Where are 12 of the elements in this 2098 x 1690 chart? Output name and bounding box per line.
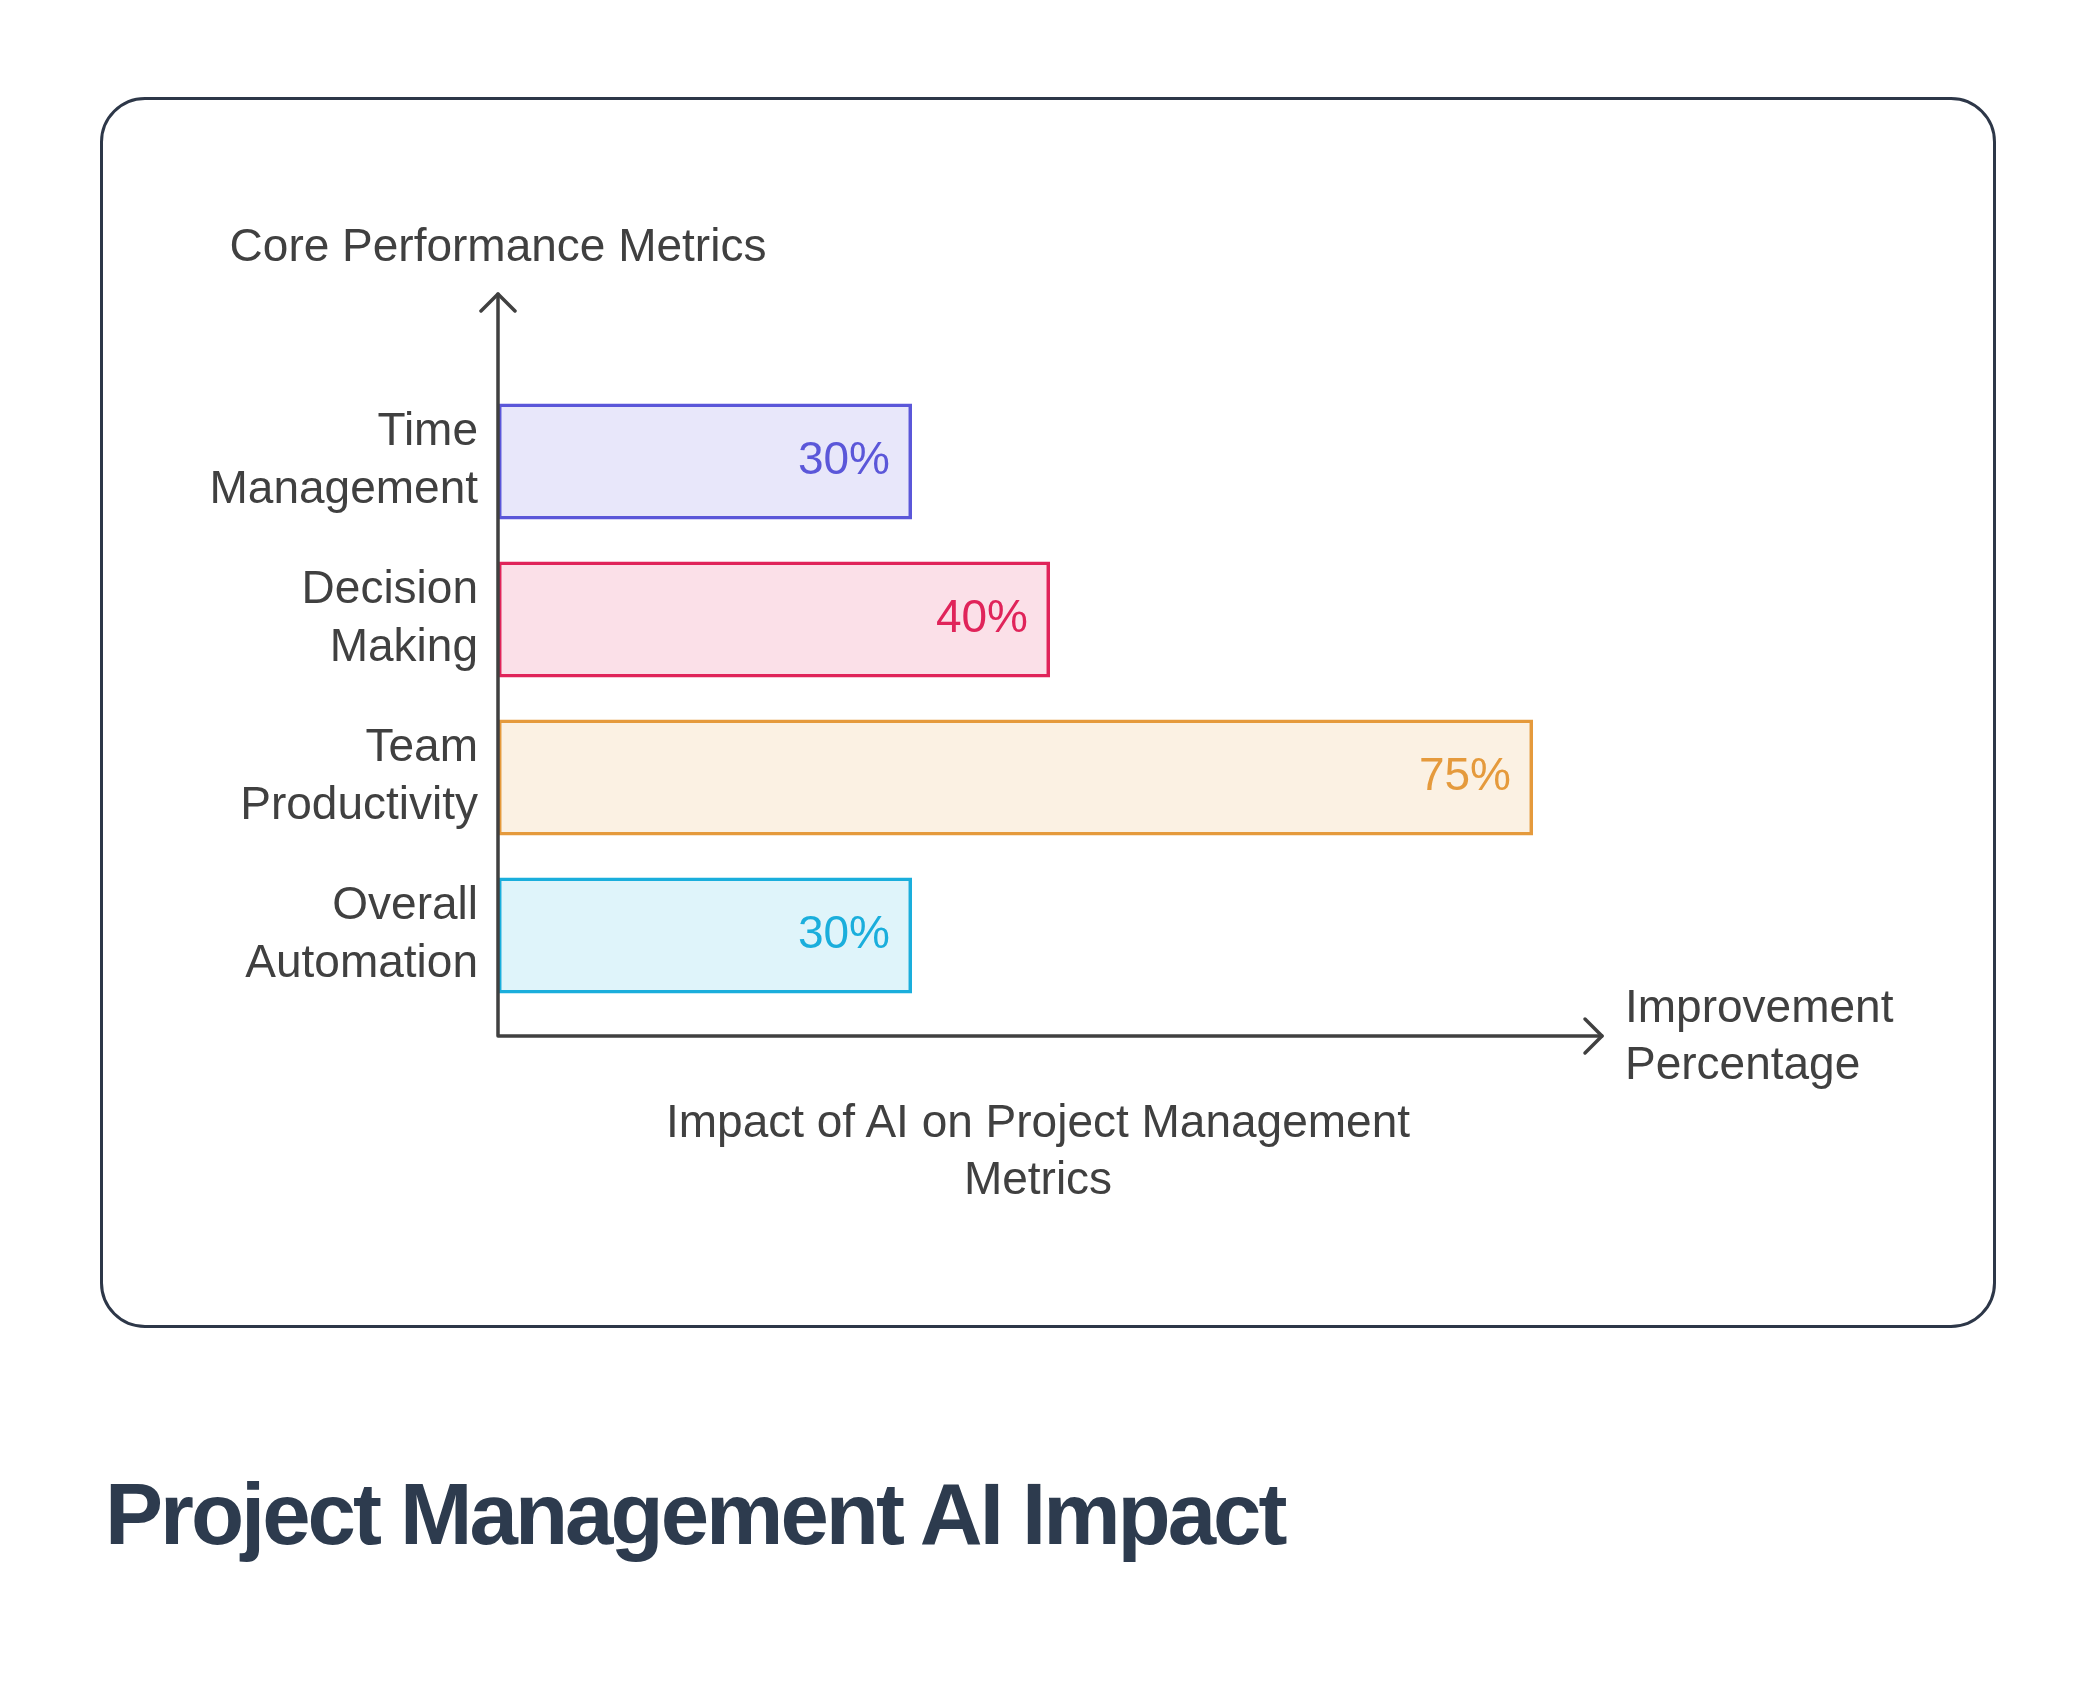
y-axis-title: Core Performance Metrics — [229, 218, 767, 273]
y-tick-label: Time Management — [209, 402, 479, 514]
data-label: 30% — [797, 432, 890, 485]
y-tick-label: Overall Automation — [245, 876, 478, 988]
text: Impact of AI on Project Management Metrics — [664, 1094, 1412, 1206]
data-label: 30% — [797, 906, 890, 959]
data-label: 40% — [935, 590, 1028, 643]
y-tick-label: Decision Making — [301, 560, 478, 672]
text: Project Management AI Impact — [105, 1464, 1285, 1564]
y-tick-label: Team Productivity — [240, 718, 478, 830]
data-label: 75% — [1418, 748, 1511, 801]
x-axis-title: Improvement Percentage — [1625, 979, 1895, 1091]
